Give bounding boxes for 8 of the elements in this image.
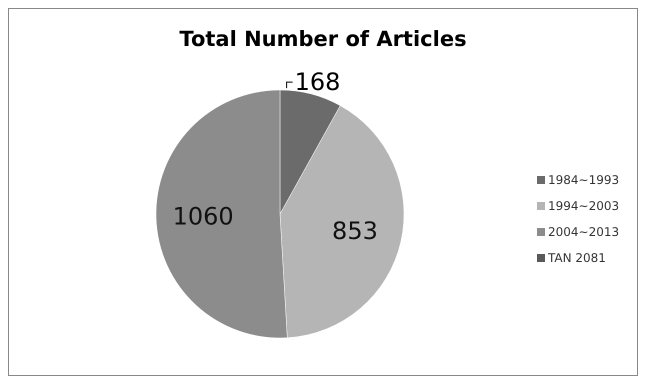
legend-label: TAN 2081 xyxy=(548,251,606,265)
data-label: 168 xyxy=(294,68,340,96)
data-label: 1060 xyxy=(172,202,234,230)
legend-label: 1984~1993 xyxy=(548,173,620,187)
data-label: 853 xyxy=(332,217,378,246)
legend-label: 2004~2013 xyxy=(548,225,620,239)
legend-label: 1994~2003 xyxy=(548,199,620,213)
chart-title: Total Number of Articles xyxy=(178,27,468,51)
